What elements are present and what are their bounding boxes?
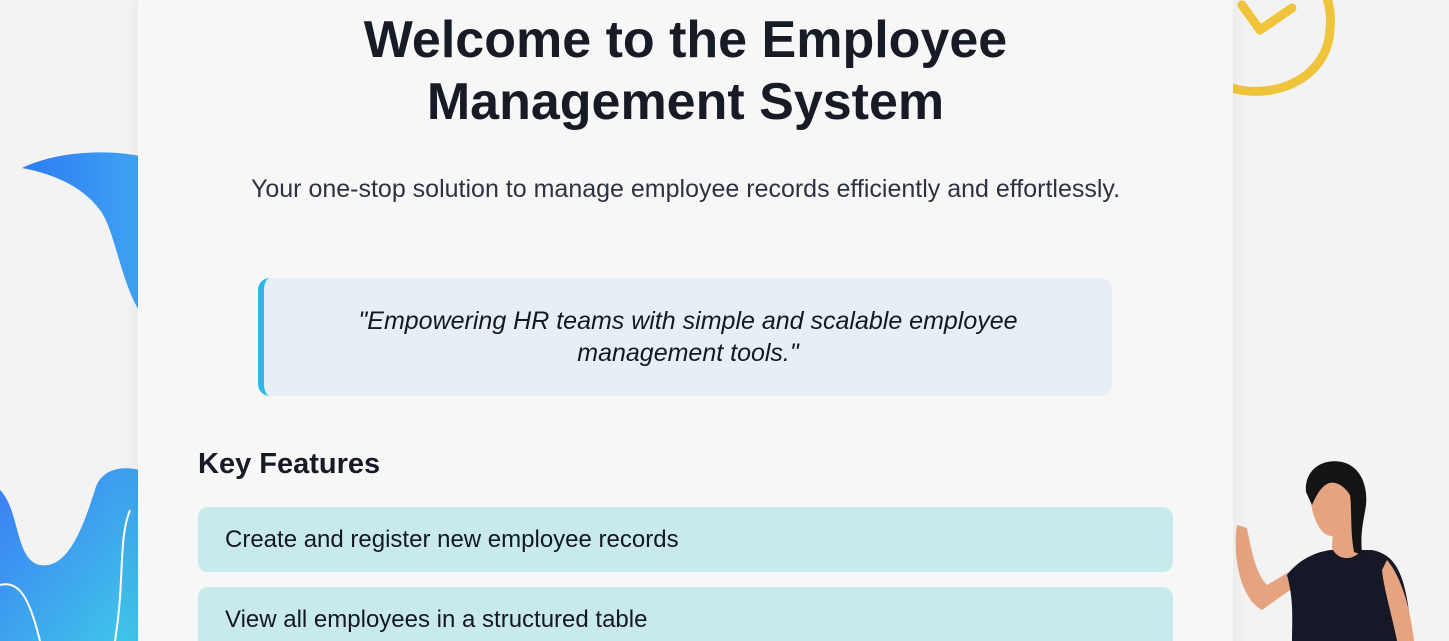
page-subtitle: Your one-stop solution to manage employe…: [250, 175, 1121, 203]
page-title-line2: Management System: [426, 73, 945, 131]
feature-list: Create and register new employee records…: [198, 507, 1173, 641]
check-mark-icon: [1237, 0, 1297, 35]
quote-block: "Empowering HR teams with simple and sca…: [258, 278, 1112, 396]
blue-swoosh-shape: [22, 152, 140, 312]
feature-item-view: View all employees in a structured table: [198, 587, 1173, 641]
check-circle-icon: [1232, 0, 1335, 96]
left-decoration-illustration: [0, 152, 140, 641]
welcome-card: Welcome to the Employee Management Syste…: [138, 0, 1233, 641]
page-title: Welcome to the Employee Management Syste…: [138, 9, 1233, 133]
feature-item-label: View all employees in a structured table: [225, 605, 648, 633]
wave-line: [114, 509, 131, 641]
quote-text: "Empowering HR teams with simple and sca…: [358, 307, 1018, 367]
key-features-heading: Key Features: [198, 448, 381, 480]
feature-item-label: Create and register new employee records: [225, 525, 679, 553]
page-title-line1: Welcome to the Employee: [363, 11, 1008, 69]
feature-item-create: Create and register new employee records: [198, 507, 1173, 572]
blue-wave-shape: [0, 468, 140, 641]
wave-line: [0, 583, 41, 641]
woman-waving-illustration: [1235, 461, 1414, 641]
right-decoration-illustration: [1232, 0, 1414, 641]
